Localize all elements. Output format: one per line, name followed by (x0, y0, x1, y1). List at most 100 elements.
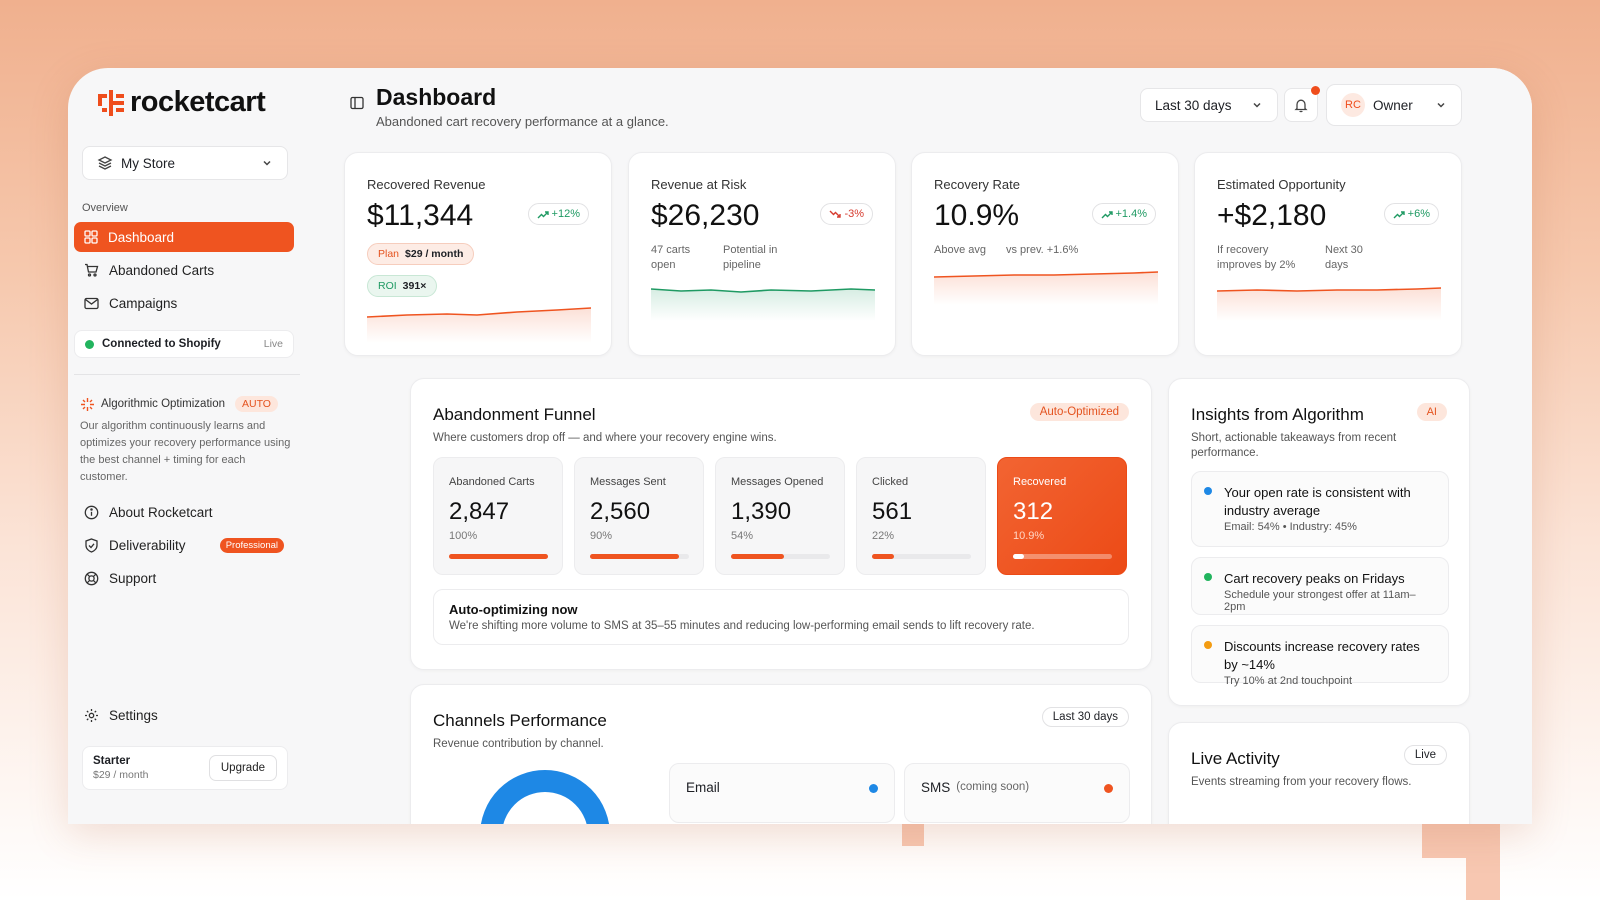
chevron-down-icon (1437, 102, 1445, 108)
card-subtitle: Events streaming from your recovery flow… (1191, 776, 1412, 788)
stage-progress-track (731, 554, 830, 559)
funnel-stage-recovered[interactable]: Recovered 312 10.9% (997, 457, 1127, 575)
kpi-card-recovery-rate[interactable]: Recovery Rate 10.9% +1.4% Above avg vs p… (911, 152, 1179, 356)
stage-percent: 10.9% (1013, 530, 1045, 542)
stage-progress-track (872, 554, 971, 559)
funnel-stage[interactable]: Messages Opened 1,390 54% (715, 457, 845, 575)
sidebar-item-label: Abandoned Carts (109, 262, 215, 278)
plan-pill-value: $29 / month (405, 248, 464, 260)
kpi-change-badge: +12% (527, 203, 589, 225)
brand-name: rocketcart (130, 86, 266, 118)
sidebar-item-label: Dashboard (108, 229, 175, 245)
upgrade-button[interactable]: Upgrade (208, 755, 277, 781)
trend-up-icon (537, 210, 549, 218)
sidebar-item-label: Settings (109, 707, 158, 723)
insight-item[interactable]: Cart recovery peaks on Fridays Schedule … (1191, 557, 1449, 615)
channel-color-dot (1104, 784, 1113, 793)
kpi-change-value: +6% (1407, 208, 1430, 220)
stage-percent: 22% (872, 530, 895, 542)
shopify-connection-status[interactable]: Connected to Shopify Live (74, 330, 294, 358)
stage-progress-track (449, 554, 548, 559)
logo[interactable]: rocketcart (98, 86, 266, 119)
gear-icon (85, 708, 98, 722)
kpi-subtext: vs prev. +1.6% (1006, 244, 1079, 256)
algo-description: Our algorithm continuously learns and op… (80, 420, 291, 483)
mail-icon (84, 297, 99, 309)
channel-item-sms[interactable]: SMS (coming soon) (904, 763, 1130, 823)
card-title: Channels Performance (433, 711, 607, 730)
kpi-card-recovered-revenue[interactable]: Recovered Revenue $11,344 +12% Plan $29 … (344, 152, 612, 356)
kpi-subtext: If recovery improves by 2% (1217, 244, 1296, 271)
insight-subtext: Email: 54% • Industry: 45% (1224, 521, 1357, 533)
sidebar-item-about[interactable]: About Rocketcart (74, 497, 294, 527)
insight-item[interactable]: Your open rate is consistent with indust… (1191, 471, 1449, 547)
stage-value: 312 (1013, 498, 1054, 525)
plan-pill-key: Plan (378, 248, 400, 260)
kpi-label: Estimated Opportunity (1217, 177, 1346, 192)
store-name: My Store (121, 155, 176, 171)
stage-progress-track (1013, 554, 1112, 559)
auto-badge: AUTO (234, 396, 278, 412)
kpi-card-revenue-at-risk[interactable]: Revenue at Risk $26,230 -3% 47 carts ope… (628, 152, 896, 356)
plan-box: Starter $29 / month Upgrade (82, 746, 288, 790)
decor-block (1466, 850, 1500, 900)
roi-pill-value: 391× (402, 280, 427, 292)
trend-up-icon (1101, 210, 1113, 218)
card-subtitle: Revenue contribution by channel. (433, 738, 604, 750)
stage-progress-fill (449, 554, 548, 559)
user-menu[interactable]: RC Owner (1326, 84, 1462, 126)
stage-value: 1,390 (731, 498, 792, 525)
stage-value: 2,847 (449, 498, 510, 525)
kpi-change-badge: +6% (1383, 203, 1439, 225)
channel-note: (coming soon) (956, 781, 1030, 793)
cart-icon (85, 263, 99, 277)
stage-progress-fill (590, 554, 680, 559)
funnel-stage[interactable]: Clicked 561 22% (856, 457, 986, 575)
sidebar-item-label: Support (109, 570, 157, 586)
stage-value: 2,560 (590, 498, 651, 525)
insight-dot (1204, 573, 1212, 581)
store-selector[interactable]: My Store (82, 146, 288, 180)
roi-pill-key: ROI (378, 280, 397, 292)
sidebar-item-label: About Rocketcart (109, 504, 213, 520)
card-title: Abandonment Funnel (433, 405, 596, 424)
app-window: rocketcart My Store Overview Dashboard A… (68, 68, 1532, 824)
sidebar-item-settings[interactable]: Settings (74, 700, 294, 730)
kpi-label: Recovery Rate (934, 177, 1020, 192)
ai-badge: AI (1416, 403, 1447, 421)
layers-icon (97, 156, 113, 170)
kpi-label: Revenue at Risk (651, 177, 747, 192)
sidebar-item-campaigns[interactable]: Campaigns (74, 288, 294, 318)
insight-item[interactable]: Discounts increase recovery rates by ~14… (1191, 625, 1449, 687)
channel-item-email[interactable]: Email (669, 763, 895, 823)
channels-range-badge[interactable]: Last 30 days (1041, 707, 1129, 727)
funnel-stage[interactable]: Messages Sent 2,560 90% (574, 457, 704, 575)
chevron-down-icon (263, 160, 271, 166)
sidebar-item-dashboard[interactable]: Dashboard (74, 222, 294, 252)
insight-dot (1204, 641, 1212, 649)
card-subtitle: Short, actionable takeaways from recent … (1191, 432, 1397, 459)
sparkline (367, 307, 591, 343)
kpi-value: $26,230 (651, 199, 760, 232)
kpi-card-estimated-opportunity[interactable]: Estimated Opportunity +$2,180 +6% If rec… (1194, 152, 1462, 356)
sidebar: rocketcart My Store Overview Dashboard A… (68, 68, 308, 824)
plan-pill: Plan $29 / month (367, 243, 475, 265)
kpi-change-value: +12% (551, 208, 580, 220)
stage-percent: 90% (590, 530, 613, 542)
insight-title: Cart recovery peaks on Fridays (1224, 571, 1405, 586)
date-range-selector[interactable]: Last 30 days (1140, 88, 1278, 122)
live-badge: Live (1403, 745, 1447, 765)
sidebar-item-deliverability[interactable]: Deliverability Professional (74, 530, 294, 560)
funnel-stage[interactable]: Abandoned Carts 2,847 100% (433, 457, 563, 575)
sidebar-toggle-icon[interactable] (350, 96, 364, 110)
insights-card: Insights from Algorithm AI Short, action… (1168, 378, 1470, 706)
sidebar-item-abandoned-carts[interactable]: Abandoned Carts (74, 255, 294, 285)
bell-icon (1294, 99, 1308, 112)
kpi-value: 10.9% (934, 199, 1020, 232)
sidebar-item-support[interactable]: Support (74, 563, 294, 593)
stage-percent: 54% (731, 530, 754, 542)
channel-name: SMS (921, 780, 951, 795)
stage-label: Recovered (1013, 476, 1067, 488)
kpi-label: Recovered Revenue (367, 177, 486, 192)
notifications-button[interactable] (1284, 86, 1320, 122)
